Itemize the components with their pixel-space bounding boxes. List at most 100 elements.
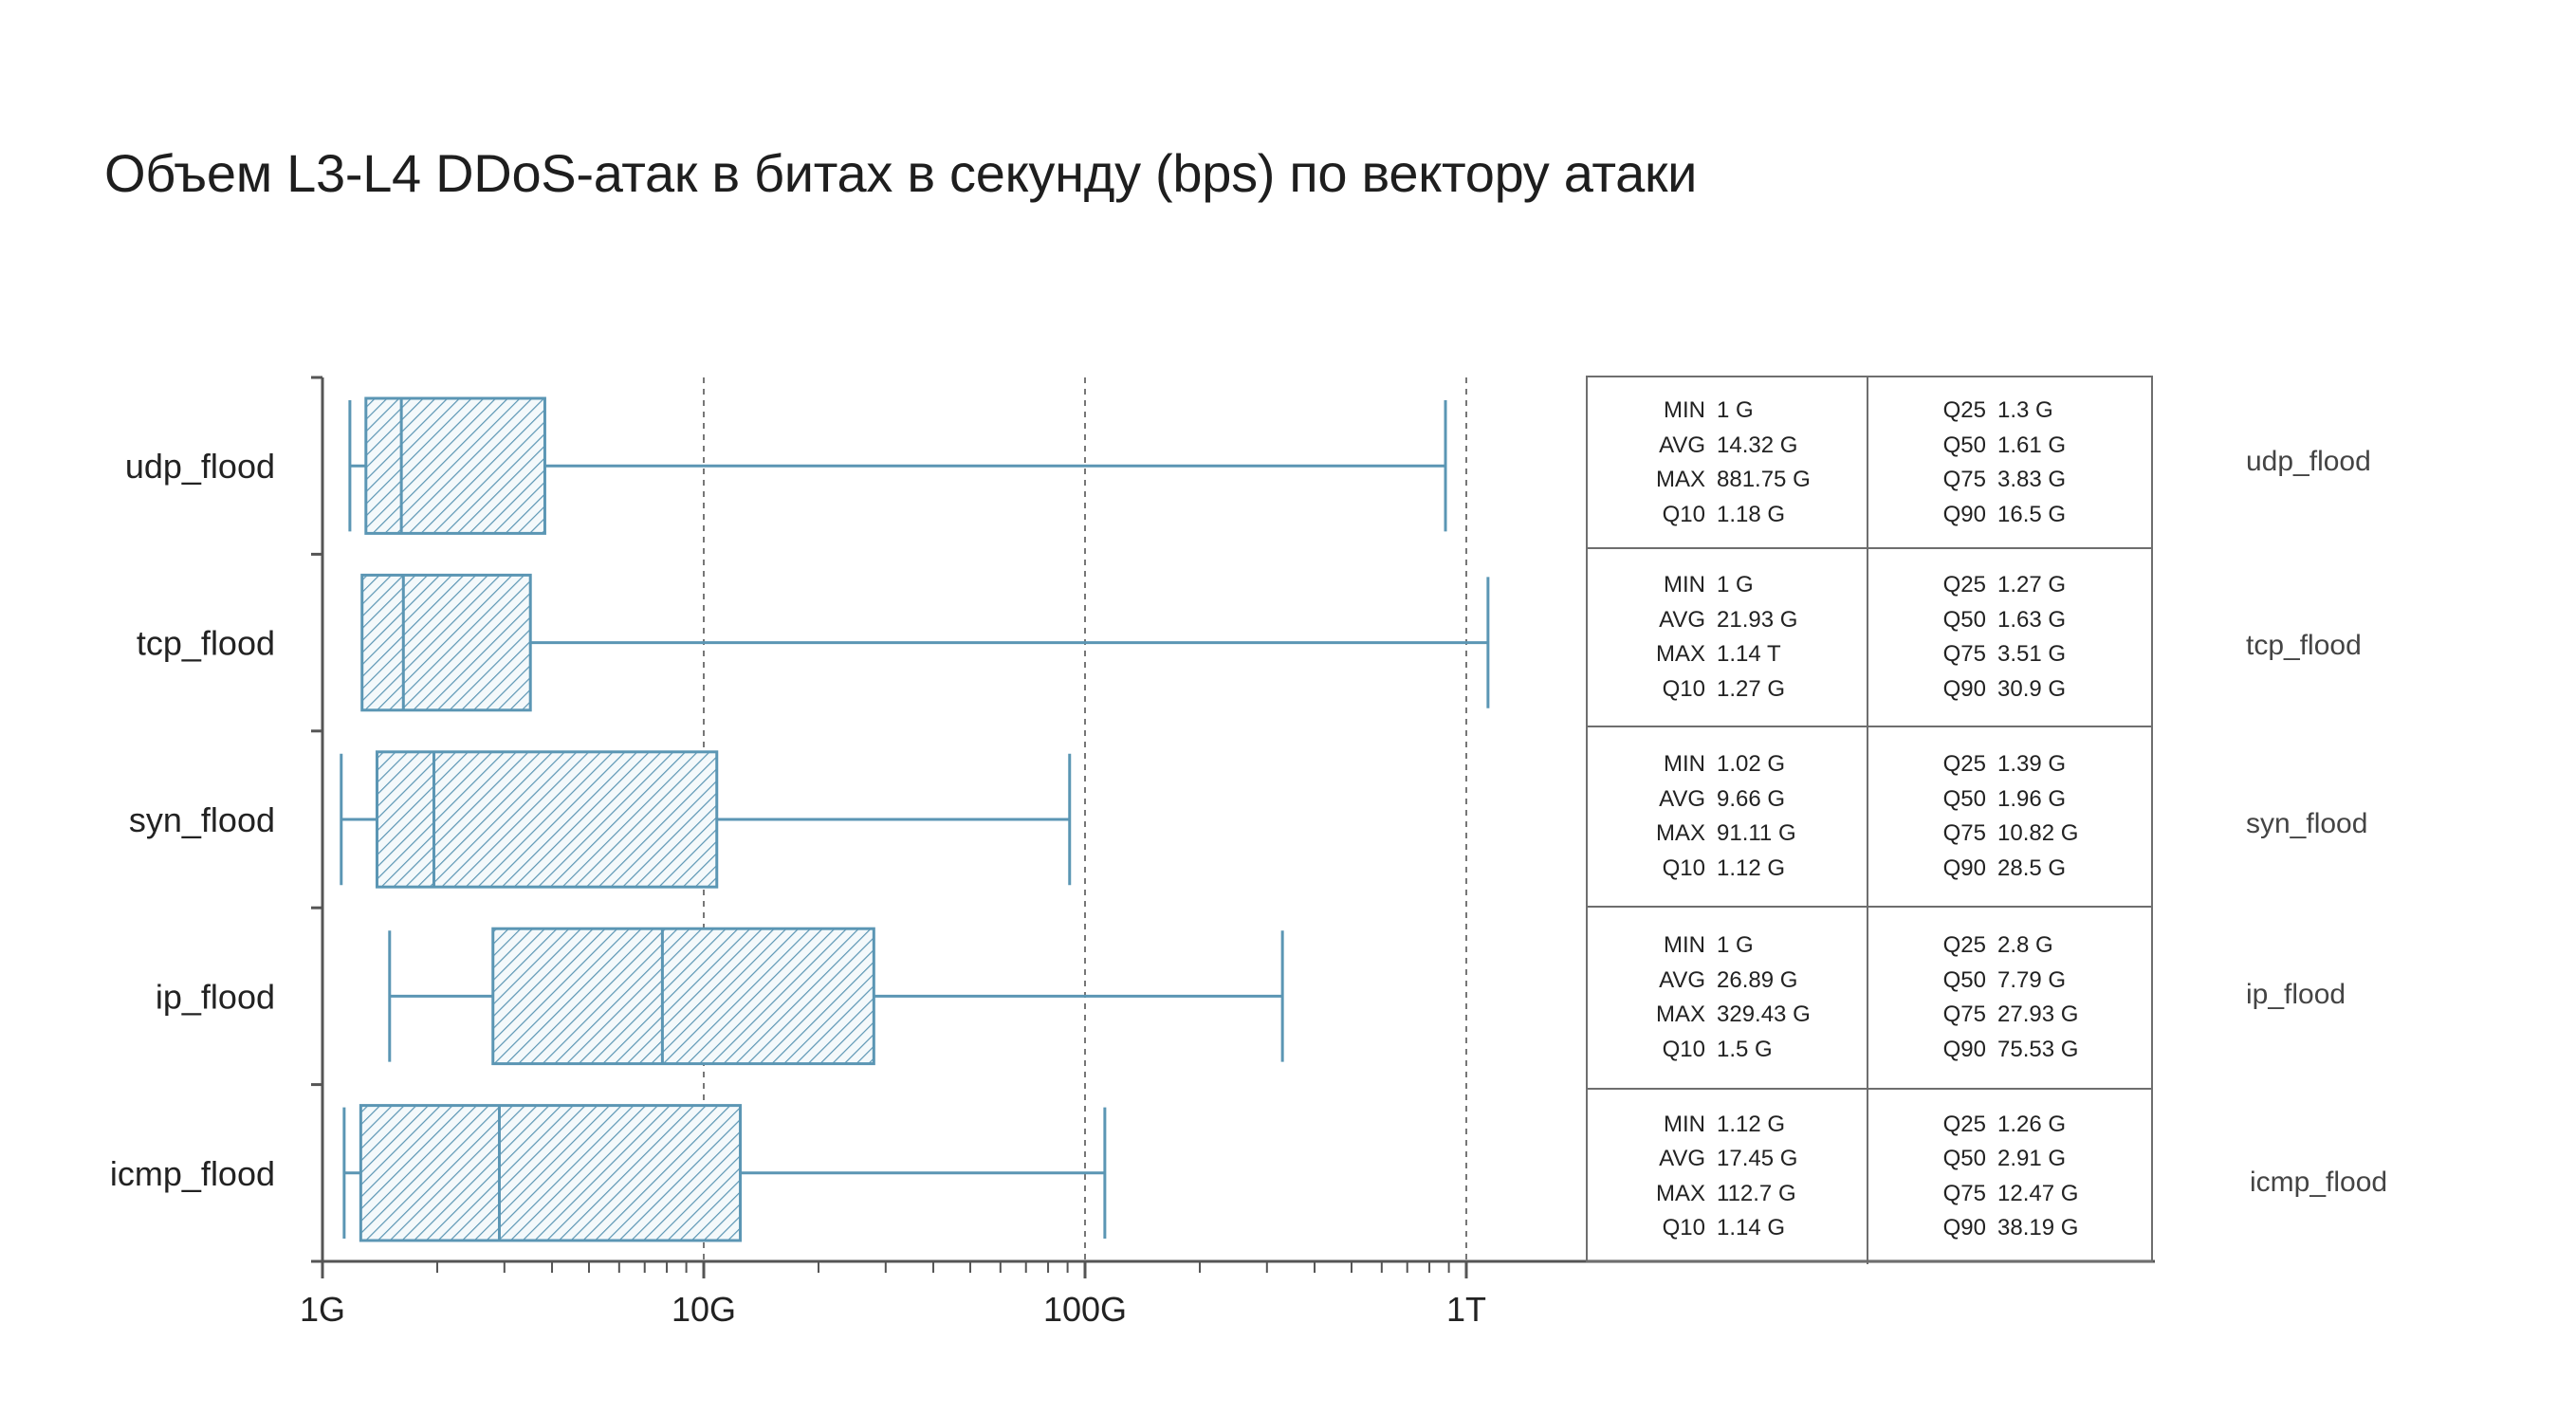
stat-key: MIN [1664,932,1705,958]
category-label: ip_flood [156,977,275,1016]
iqr-box [364,396,546,535]
table-column-divider [1867,907,1868,1089]
stat-key: MAX [1655,467,1705,492]
stat-value: 881.75 G [1717,467,1811,492]
stat-value: 1.3 G [1997,397,2053,423]
stat-cell-right: Q25 1.39 G Q50 1.96 G Q75 10.82 G Q90 28.5 G [1868,726,2149,907]
stat-value: 1 G [1717,397,1754,423]
stat-key: AVG [1659,966,1705,993]
table-column-divider [1867,548,1868,726]
stat-key: Q90 [1942,1036,1986,1062]
stat-key: Q25 [1942,932,1986,958]
stat-value: 1.02 G [1717,751,1786,777]
stat-key: Q10 [1662,1036,1705,1062]
stat-key: MAX [1655,1180,1705,1206]
stat-row-tcp_flood: MIN 1 G AVG 21.93 G MAX 1.14 T Q10 1.27 G Q25 1.2… [1588,547,2151,726]
table-row-divider [1588,906,2151,908]
stat-value: 1.63 G [1997,606,2067,633]
iqr-box [491,927,875,1066]
stat-cell-right: Q25 1.3 G Q50 1.61 G Q75 3.83 G Q90 16.5 G [1868,377,2149,548]
stat-value: 1.26 G [1997,1111,2067,1137]
stat-key: MIN [1664,1111,1705,1137]
x-tick-label: 1T [1446,1290,1486,1329]
stat-value: 9.66 G [1717,785,1786,812]
x-tick-label: 1G [300,1290,345,1329]
stat-cell-left: MIN 1.02 G AVG 9.66 G MAX 91.11 G Q10 1.12 G [1588,726,1868,907]
stat-key: AVG [1659,606,1705,633]
stat-row-udp_flood: MIN 1 G AVG 14.32 G MAX 881.75 G Q10 1.18 G Q25 1… [1588,377,2151,548]
stat-value: 112.7 G [1717,1180,1796,1206]
table-row-divider [1588,726,2151,727]
stat-value: 1.27 G [1997,572,2067,597]
stat-value: 1 G [1717,572,1754,597]
stat-value: 7.79 G [1997,966,2067,993]
stat-key: Q50 [1942,785,1986,812]
x-tick-label: 100G [1043,1290,1127,1329]
stat-key: MIN [1664,397,1705,423]
stat-cell-left: MIN 1 G AVG 21.93 G MAX 1.14 T Q10 1.27 G [1588,548,1868,726]
stat-value: 1.96 G [1997,785,2067,812]
stat-key: Q25 [1942,751,1986,777]
stat-key: MAX [1655,820,1705,846]
stat-value: 14.32 G [1717,432,1798,458]
side-label-icmp_flood: icmp_flood [2250,1167,2388,1198]
stat-key: MAX [1655,641,1705,667]
stat-value: 27.93 G [1997,1002,2079,1027]
iqr-box [360,573,532,712]
stat-value: 3.83 G [1997,467,2067,492]
stat-value: 1.5 G [1717,1036,1773,1062]
box-icmp_flood [342,1104,1107,1242]
stat-key: Q75 [1942,820,1986,846]
stat-key: Q50 [1942,432,1986,458]
stat-value: 1.14 G [1717,1215,1786,1240]
stat-key: Q90 [1942,1215,1986,1240]
stat-value: 26.89 G [1717,966,1798,993]
boxes [340,396,1490,1242]
stat-value: 1.14 T [1717,641,1781,667]
stat-value: 91.11 G [1717,820,1796,846]
labels: 1G 10G 100G 1T udp_flood tcp_flood syn_floodip… [110,447,1486,1329]
stat-cell-right: Q25 1.27 G Q50 1.63 G Q75 3.51 G Q90 30.9 G [1868,548,2149,726]
stat-value: 1.39 G [1997,751,2067,777]
stat-key: Q50 [1942,966,1986,993]
stat-key: Q75 [1942,1002,1986,1027]
stat-key: Q10 [1662,501,1705,527]
stat-key: Q90 [1942,501,1986,527]
category-label: icmp_flood [110,1154,275,1193]
stat-key: Q75 [1942,467,1986,492]
stat-value: 2.91 G [1997,1146,2067,1171]
stat-row-icmp_flood: MIN 1.12 G AVG 17.45 G MAX 112.7 G Q10 1.14 G Q2… [1588,1088,2151,1264]
table-row-divider [1588,547,2151,549]
stat-value: 1.27 G [1717,675,1786,702]
stat-cell-left: MIN 1 G AVG 26.89 G MAX 329.43 G Q10 1.5 G [1588,907,1868,1089]
box-udp_flood [348,396,1447,535]
statistics-table: MIN 1 G AVG 14.32 G MAX 881.75 G Q10 1.18 G Q25 1… [1586,376,2153,1264]
stat-value: 1.18 G [1717,501,1786,527]
stat-key: Q10 [1662,675,1705,702]
stat-key: AVG [1659,785,1705,812]
stat-key: Q25 [1942,1111,1986,1137]
table-column-divider [1867,1089,1868,1264]
stat-key: Q75 [1942,1180,1986,1206]
chart-title: Объем L3-L4 DDoS-атак в битах в секунду … [104,143,1698,203]
stat-key: Q90 [1942,675,1986,702]
x-tick-label: 10G [672,1290,736,1329]
side-label-udp_flood: udp_flood [2246,446,2371,477]
category-label: tcp_flood [137,624,275,663]
stat-key: MIN [1664,572,1705,597]
stat-cell-right: Q25 2.8 G Q50 7.79 G Q75 27.93 G Q90 75.53 G [1868,907,2149,1089]
stat-value: 28.5 G [1997,855,2067,881]
stat-cell-left: MIN 1 G AVG 14.32 G MAX 881.75 G Q10 1.18 G [1588,377,1868,548]
stat-key: Q25 [1942,572,1986,597]
iqr-box [375,750,719,889]
stat-key: AVG [1659,432,1705,458]
stat-value: 10.82 G [1997,820,2079,846]
stat-cell-left: MIN 1.12 G AVG 17.45 G MAX 112.7 G Q10 1.14 G [1588,1089,1868,1264]
stat-value: 329.43 G [1717,1002,1811,1027]
category-label: udp_flood [125,447,275,486]
box-syn_flood [340,750,1072,889]
stat-value: 1.12 G [1717,855,1786,881]
side-label-ip_flood: ip_flood [2246,979,2346,1010]
stat-value: 2.8 G [1997,932,2053,958]
stat-key: Q50 [1942,606,1986,633]
